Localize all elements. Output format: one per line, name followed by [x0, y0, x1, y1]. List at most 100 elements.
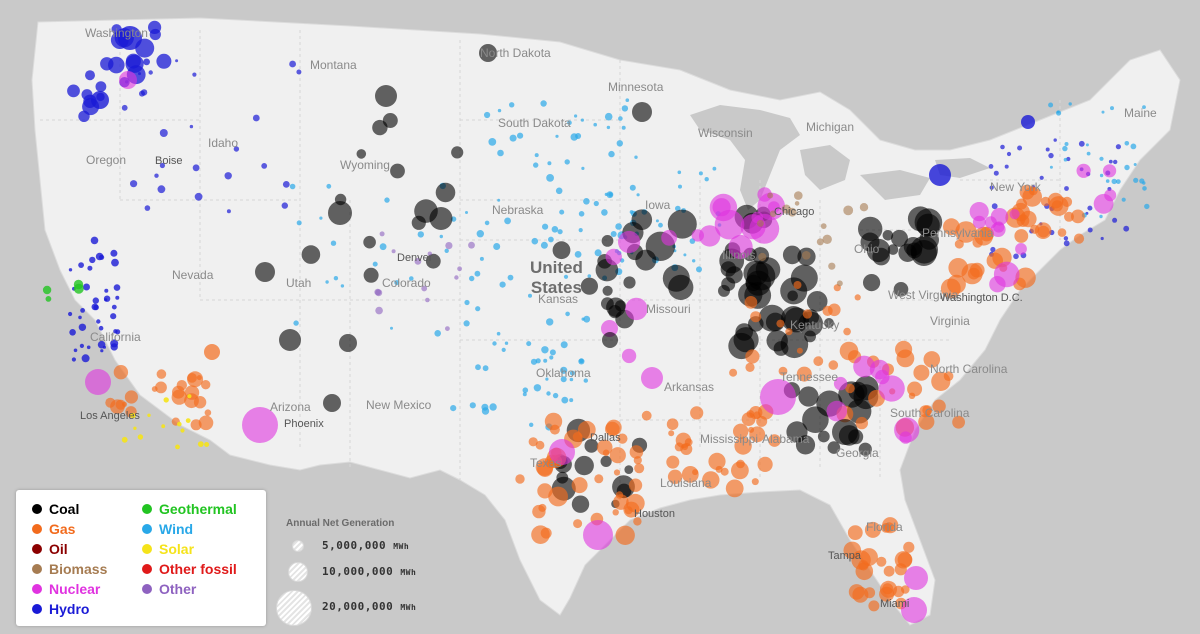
state-label: Arizona	[270, 400, 311, 414]
plant-marker	[753, 411, 761, 419]
plant-marker	[111, 258, 119, 267]
plant-marker	[551, 226, 559, 233]
plant-marker	[546, 391, 551, 396]
plant-marker	[560, 376, 567, 383]
plant-marker	[445, 242, 453, 250]
state-label: Maine	[1124, 106, 1157, 120]
legend-item-nuclear: Nuclear	[32, 579, 100, 599]
city-label: Dallas	[590, 432, 621, 444]
plant-marker	[1130, 143, 1137, 150]
plant-marker	[469, 402, 476, 409]
plant-marker	[372, 261, 378, 267]
plant-marker	[130, 180, 138, 188]
plant-marker	[475, 306, 481, 312]
plant-marker	[560, 341, 568, 349]
plant-marker	[363, 235, 376, 249]
plant-marker	[667, 209, 697, 239]
size-circle-small	[292, 540, 304, 552]
plant-marker	[923, 351, 941, 368]
plant-marker	[1062, 145, 1068, 152]
plant-marker	[530, 358, 538, 365]
plant-marker	[115, 399, 126, 410]
plant-marker	[177, 421, 182, 427]
plant-marker	[417, 231, 424, 238]
plant-marker	[1063, 240, 1070, 247]
plant-marker	[608, 150, 615, 158]
plant-marker	[621, 125, 626, 130]
plant-marker	[479, 256, 484, 261]
plant-marker	[782, 245, 802, 265]
state-label: Tennessee	[780, 370, 839, 384]
plant-marker	[293, 320, 299, 326]
legend-label: Geothermal	[159, 501, 237, 517]
plant-marker	[583, 378, 588, 383]
plant-marker	[786, 421, 808, 443]
plant-marker	[1034, 222, 1052, 239]
plant-marker	[96, 319, 101, 324]
plant-marker	[85, 70, 95, 81]
plant-marker	[509, 134, 517, 142]
plant-marker	[110, 313, 117, 320]
plant-marker	[751, 478, 759, 486]
plant-marker	[425, 297, 430, 303]
plant-marker	[528, 293, 532, 298]
plant-marker	[444, 248, 449, 253]
plant-marker	[634, 463, 645, 474]
city-label: Miami	[880, 598, 910, 610]
plant-marker	[198, 415, 214, 431]
plant-marker	[110, 249, 118, 257]
plant-marker	[860, 232, 880, 252]
state-label: New Mexico	[366, 398, 432, 412]
plant-marker	[955, 221, 977, 243]
plant-marker	[740, 214, 766, 240]
plant-marker	[104, 298, 108, 302]
plant-marker	[552, 392, 559, 399]
plant-marker	[1021, 115, 1035, 129]
legend-item-geothermal: Geothermal	[142, 499, 237, 519]
plant-marker	[289, 60, 296, 68]
state-label: Kansas	[538, 292, 579, 306]
plant-marker	[45, 296, 52, 302]
plant-marker	[540, 527, 552, 539]
plant-marker	[828, 262, 836, 270]
plant-marker	[853, 355, 875, 378]
plant-marker	[326, 183, 332, 189]
plant-marker	[750, 311, 762, 323]
plant-marker	[1000, 144, 1005, 150]
legend-item-hydro: Hydro	[32, 599, 89, 619]
plant-marker	[626, 493, 645, 513]
plant-marker	[121, 104, 128, 111]
plant-marker	[816, 238, 824, 246]
plant-marker	[282, 181, 290, 188]
plant-marker	[92, 297, 100, 304]
plant-marker	[340, 284, 345, 288]
plant-marker	[581, 166, 585, 170]
plant-marker	[204, 344, 220, 360]
plant-marker	[655, 219, 659, 223]
plant-marker	[242, 407, 278, 443]
city-label: Los Angeles	[80, 410, 140, 422]
plant-marker	[954, 239, 964, 249]
plant-marker	[578, 211, 585, 217]
plant-marker	[948, 258, 968, 278]
plant-marker	[733, 327, 759, 353]
plant-marker	[780, 330, 809, 359]
plant-marker	[918, 413, 935, 430]
plant-marker	[847, 525, 863, 540]
plant-marker	[615, 491, 624, 499]
plant-marker	[534, 153, 539, 158]
plant-marker	[974, 226, 994, 246]
plant-marker	[1133, 163, 1137, 166]
plant-marker	[594, 249, 602, 257]
plant-marker	[497, 108, 502, 113]
plant-marker	[876, 556, 887, 567]
plant-marker	[559, 209, 565, 215]
plant-marker	[634, 155, 638, 159]
plant-marker	[908, 392, 916, 399]
plant-marker	[580, 118, 585, 122]
plant-marker	[903, 541, 915, 553]
plant-marker	[904, 566, 928, 590]
plant-marker	[734, 437, 752, 455]
plant-marker	[794, 201, 800, 206]
plant-marker	[528, 437, 538, 447]
